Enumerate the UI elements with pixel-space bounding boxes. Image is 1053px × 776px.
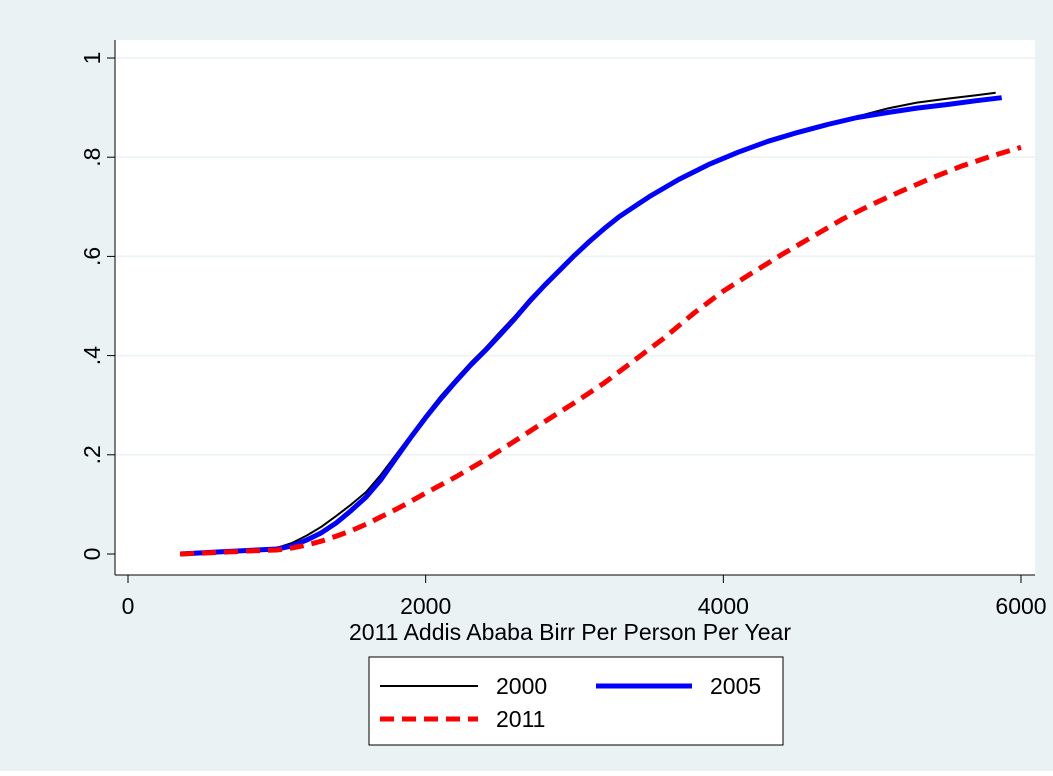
legend-label-2005: 2005 — [710, 673, 761, 699]
axes — [114, 40, 1035, 576]
y-tick-label: 0 — [79, 548, 105, 561]
x-ticks: 0 2000 4000 6000 — [122, 575, 1047, 619]
x-axis-label: 2011 Addis Ababa Birr Per Person Per Yea… — [349, 619, 791, 645]
legend-box — [368, 656, 784, 746]
y-tick-label: .2 — [79, 445, 105, 464]
x-tick-label: 6000 — [995, 593, 1046, 619]
x-tick-label: 2000 — [400, 593, 451, 619]
y-tick-label: .6 — [79, 247, 105, 266]
legend-label-2000: 2000 — [496, 673, 547, 699]
series-line-2011 — [179, 144, 1022, 557]
x-tick-label: 0 — [122, 593, 135, 619]
y-tick-label: 1 — [79, 52, 105, 65]
series-line-2005 — [179, 95, 1002, 557]
y-tick-label: .4 — [79, 346, 105, 365]
y-ticks: 0 .2 .4 .6 .8 1 — [79, 52, 115, 561]
y-tick-label: .8 — [79, 148, 105, 167]
series-lines — [179, 91, 1022, 557]
legend-label-2011: 2011 — [496, 706, 545, 732]
x-tick-label: 4000 — [698, 593, 749, 619]
plot-area — [115, 40, 1035, 575]
legend: 2000 2005 2011 — [368, 656, 784, 746]
